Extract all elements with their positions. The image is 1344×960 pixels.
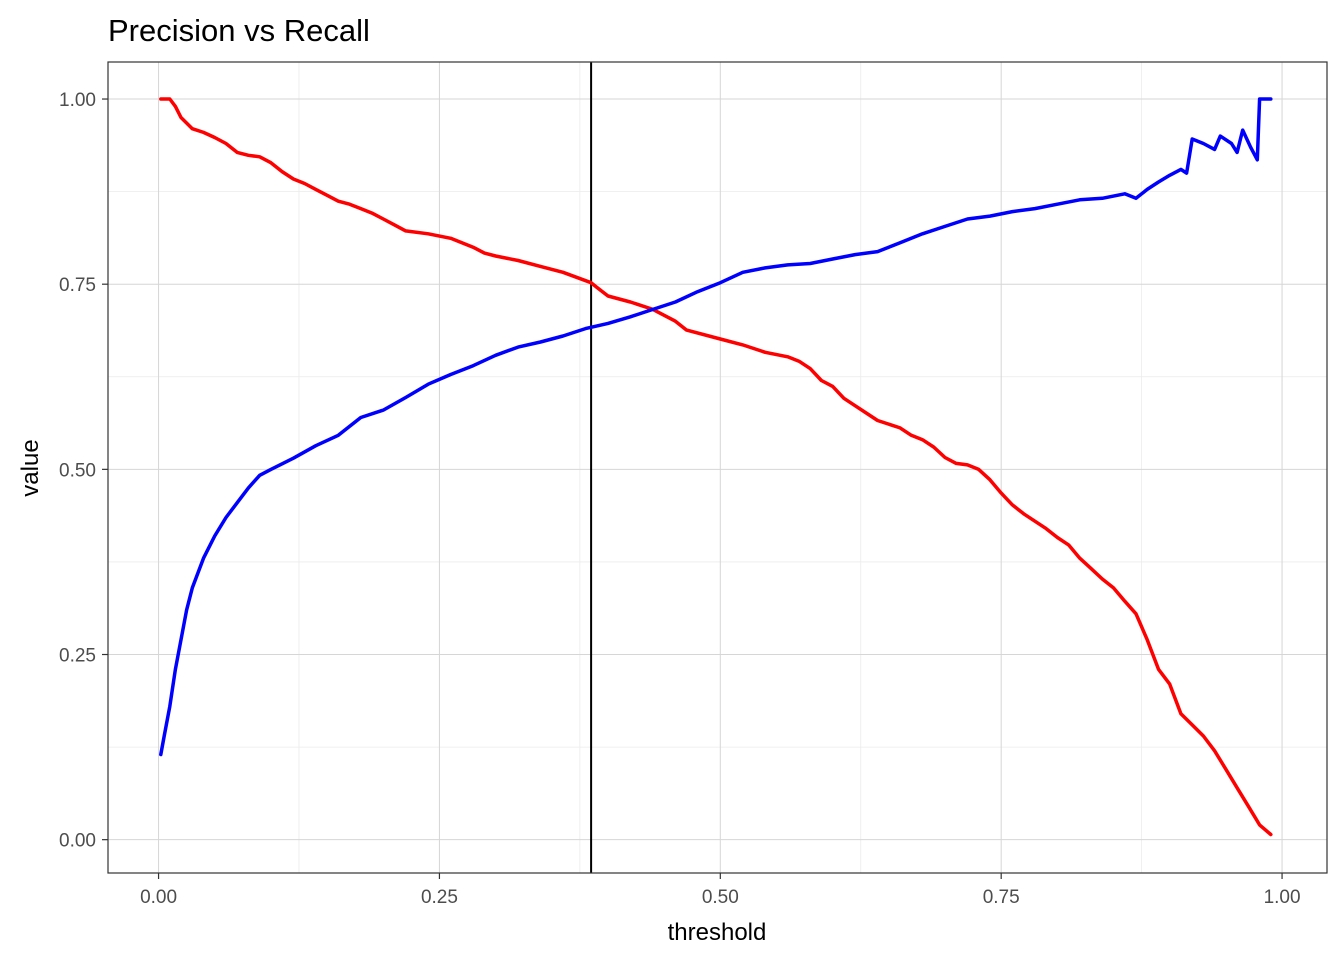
y-tick-label: 1.00 (59, 90, 96, 111)
y-axis-title: value (17, 439, 44, 496)
x-tick-label: 0.25 (421, 887, 458, 908)
x-axis-ticks: 0.00 0.25 0.50 0.75 1.00 (140, 873, 1301, 908)
plot-border (107, 61, 1328, 874)
series-line-blue (159, 97, 1273, 757)
y-tick-label: 0.00 (59, 831, 96, 852)
series-lines (159, 97, 1273, 837)
x-axis-title: threshold (668, 919, 767, 946)
x-tick-label: 0.50 (702, 887, 739, 908)
grid (108, 62, 1327, 873)
y-tick-label: 0.75 (59, 275, 96, 296)
x-tick-label: 0.00 (140, 887, 177, 908)
chart-title: Precision vs Recall (108, 13, 370, 48)
series-line-red (159, 97, 1273, 837)
y-axis-ticks: 0.00 0.25 0.50 0.75 1.00 (59, 90, 108, 852)
y-tick-label: 0.50 (59, 460, 96, 481)
x-tick-label: 1.00 (1264, 887, 1301, 908)
y-tick-label: 0.25 (59, 646, 96, 667)
x-tick-label: 0.75 (983, 887, 1020, 908)
